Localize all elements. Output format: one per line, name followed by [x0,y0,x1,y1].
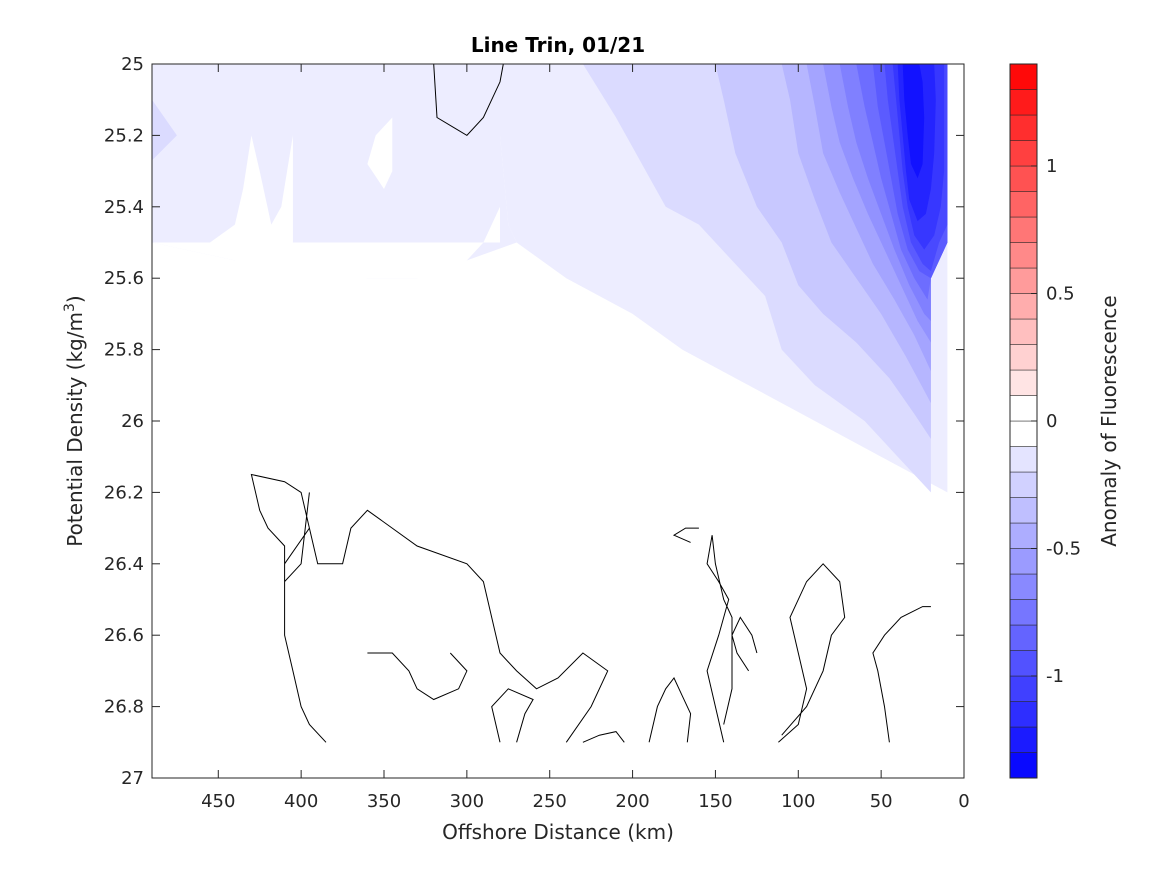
colorbar-swatch-15 [1009,369,1038,396]
colorbar-swatch-8 [1009,548,1038,575]
x-tick-label-4: 250 [533,791,567,812]
colorbar-swatch-22 [1009,191,1038,218]
x-tick-label-5: 200 [615,791,649,812]
colorbar-swatch-6 [1009,599,1038,626]
y-tick-label-9: 26.8 [104,697,144,718]
x-tick-label-7: 100 [781,791,815,812]
contour-fill-14 [902,64,925,179]
colorbar-tick-label-1: -0.5 [1046,539,1081,560]
zero-contour-line-1 [367,652,468,701]
colorbar-tick-label-4: 1 [1046,156,1057,177]
y-tick-label-3: 25.6 [104,268,144,289]
colorbar-swatch-18 [1009,293,1038,320]
colorbar-tick-label-2: 0 [1046,411,1057,432]
x-axis-label: Offshore Distance (km) [442,820,674,844]
colorbar-swatch-13 [1009,420,1038,447]
colorbar-swatch-5 [1009,624,1038,651]
y-tick-label-8: 26.6 [104,625,144,646]
colorbar-swatch-9 [1009,522,1038,549]
zero-contour-line-7 [672,527,699,543]
colorbar-swatch-2 [1009,701,1038,728]
zero-contour-line-3 [491,688,534,743]
y-tick-label-6: 26.2 [104,482,144,503]
colorbar-swatch-0 [1009,752,1038,779]
zero-contour-line-10 [582,731,625,743]
contour-line-layer [250,64,931,743]
colorbar-tick-label-3: 0.5 [1046,284,1075,305]
colorbar-swatch-25 [1009,114,1038,141]
zero-contour-line-6 [778,563,846,743]
x-tick-label-9: 0 [958,791,969,812]
y-tick-label-4: 25.8 [104,340,144,361]
colorbar-swatch-19 [1009,267,1038,294]
zero-contour-line-9 [872,606,931,743]
y-tick-label-0: 25 [121,54,144,75]
y-axis: 25 25.2 25.4 25.6 25.8 26 26.2 26.4 26.6 26.8 27 [104,54,964,789]
y-tick-label-5: 26 [121,411,144,432]
colorbar-swatch-7 [1009,573,1038,600]
y-tick-label-2: 25.4 [104,197,144,218]
zero-contour-line-0 [433,64,504,137]
contour-fill-layer [152,64,948,493]
colorbar-swatch-11 [1009,471,1038,498]
x-axis: 450 400 350 300 250 200 150 100 50 0 [201,64,970,812]
colorbar-swatch-16 [1009,344,1038,371]
contour-fill-2 [152,99,177,161]
colorbar-label: Anomaly of Fluorescence [1097,295,1121,546]
y-axis-label: Potential Density (kg/m3) [62,295,87,546]
x-tick-label-1: 400 [284,791,318,812]
x-tick-label-8: 50 [870,791,893,812]
colorbar: -1 -0.5 0 0.5 1 [1009,63,1081,779]
colorbar-swatch-23 [1009,165,1038,192]
zero-contour-line-8 [706,535,733,743]
colorbar-swatch-10 [1009,497,1038,524]
x-tick-label-6: 150 [698,791,732,812]
zero-contour-line-4 [308,509,609,743]
colorbar-tick-label-0: -1 [1046,666,1064,687]
colorbar-swatch-3 [1009,675,1038,702]
colorbar-swatch-24 [1009,140,1038,167]
zero-patch-2 [367,117,393,189]
zero-contour-line-11 [648,677,692,743]
colorbar-swatch-26 [1009,89,1038,116]
colorbar-swatch-4 [1009,650,1038,677]
y-axis-label-main: Potential Density (kg/m [63,312,87,547]
colorbar-swatch-21 [1009,216,1038,243]
y-tick-label-10: 27 [121,768,144,789]
colorbar-swatch-17 [1009,318,1038,345]
colorbar-swatch-27 [1009,63,1038,90]
zero-patch-1 [210,135,293,261]
y-tick-label-7: 26.4 [104,554,144,575]
y-axis-label-superscript: 3 [62,303,78,312]
chart-title: Line Trin, 01/21 [471,33,645,57]
colorbar-swatch-12 [1009,446,1038,473]
zero-contour-line-2 [250,473,327,743]
y-tick-label-1: 25.2 [104,125,144,146]
x-tick-label-2: 350 [367,791,401,812]
colorbar-swatch-14 [1009,395,1038,422]
x-tick-label-3: 300 [450,791,484,812]
colorbar-swatch-20 [1009,242,1038,269]
zero-patch-0 [152,206,500,279]
x-tick-label-0: 450 [201,791,235,812]
y-axis-label-close: ) [63,295,87,303]
zero-contour-line-5 [731,616,758,672]
colorbar-swatch-1 [1009,726,1038,753]
